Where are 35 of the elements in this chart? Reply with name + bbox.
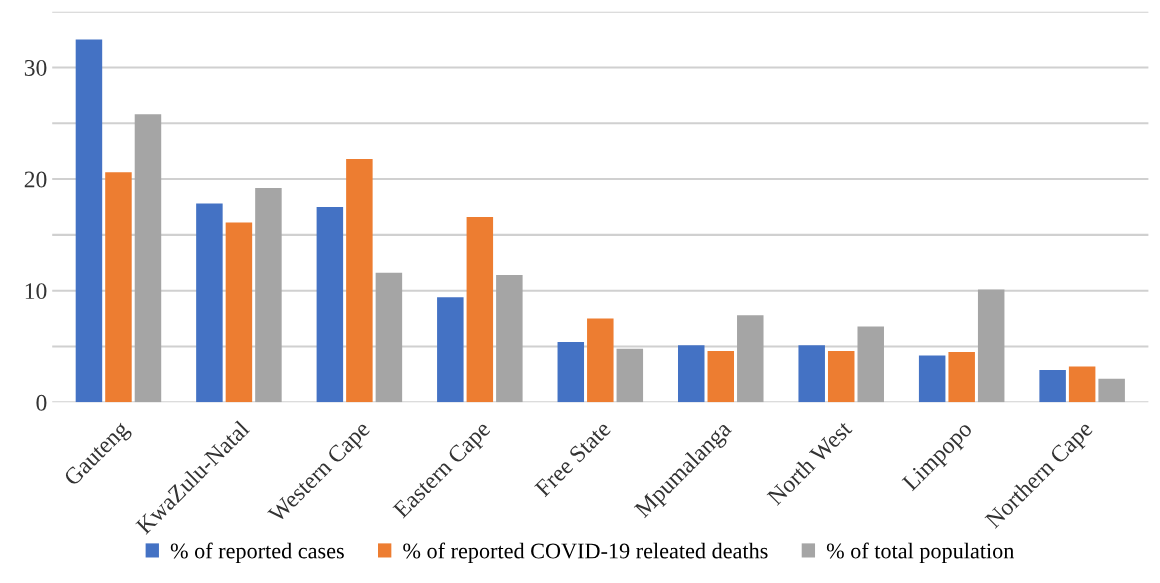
bar bbox=[375, 272, 403, 403]
bar bbox=[1068, 366, 1096, 403]
legend-label: % of reported COVID-19 releated deaths bbox=[403, 542, 768, 563]
bar bbox=[196, 203, 223, 403]
x-tick-label: Free State bbox=[534, 420, 612, 498]
bar bbox=[466, 217, 494, 403]
bar bbox=[255, 187, 282, 403]
bar bbox=[678, 345, 705, 403]
y-tick-label: 0 bbox=[36, 394, 47, 411]
bar bbox=[316, 206, 344, 403]
bar bbox=[977, 289, 1005, 403]
bar bbox=[1039, 369, 1066, 403]
bar bbox=[1098, 378, 1125, 403]
bar bbox=[737, 315, 764, 403]
bar bbox=[437, 297, 464, 403]
y-tick-label: 10 bbox=[25, 283, 47, 300]
bar bbox=[918, 355, 946, 403]
bar bbox=[616, 348, 644, 403]
y-tick-label: 30 bbox=[24, 59, 47, 76]
bar bbox=[587, 318, 614, 403]
legend-label: % of total population bbox=[826, 542, 1015, 563]
bar bbox=[857, 326, 884, 403]
bar bbox=[105, 172, 132, 403]
bar bbox=[707, 350, 735, 403]
bar bbox=[948, 352, 975, 403]
bar bbox=[134, 114, 162, 403]
y-tick-label: 20 bbox=[24, 171, 47, 188]
bar bbox=[346, 158, 373, 403]
bar bbox=[557, 342, 585, 403]
bar bbox=[827, 350, 855, 403]
bar bbox=[225, 222, 253, 403]
bar bbox=[496, 275, 523, 403]
legend-label: % of reported cases bbox=[170, 542, 344, 563]
bar bbox=[75, 39, 103, 403]
bar bbox=[798, 345, 825, 403]
